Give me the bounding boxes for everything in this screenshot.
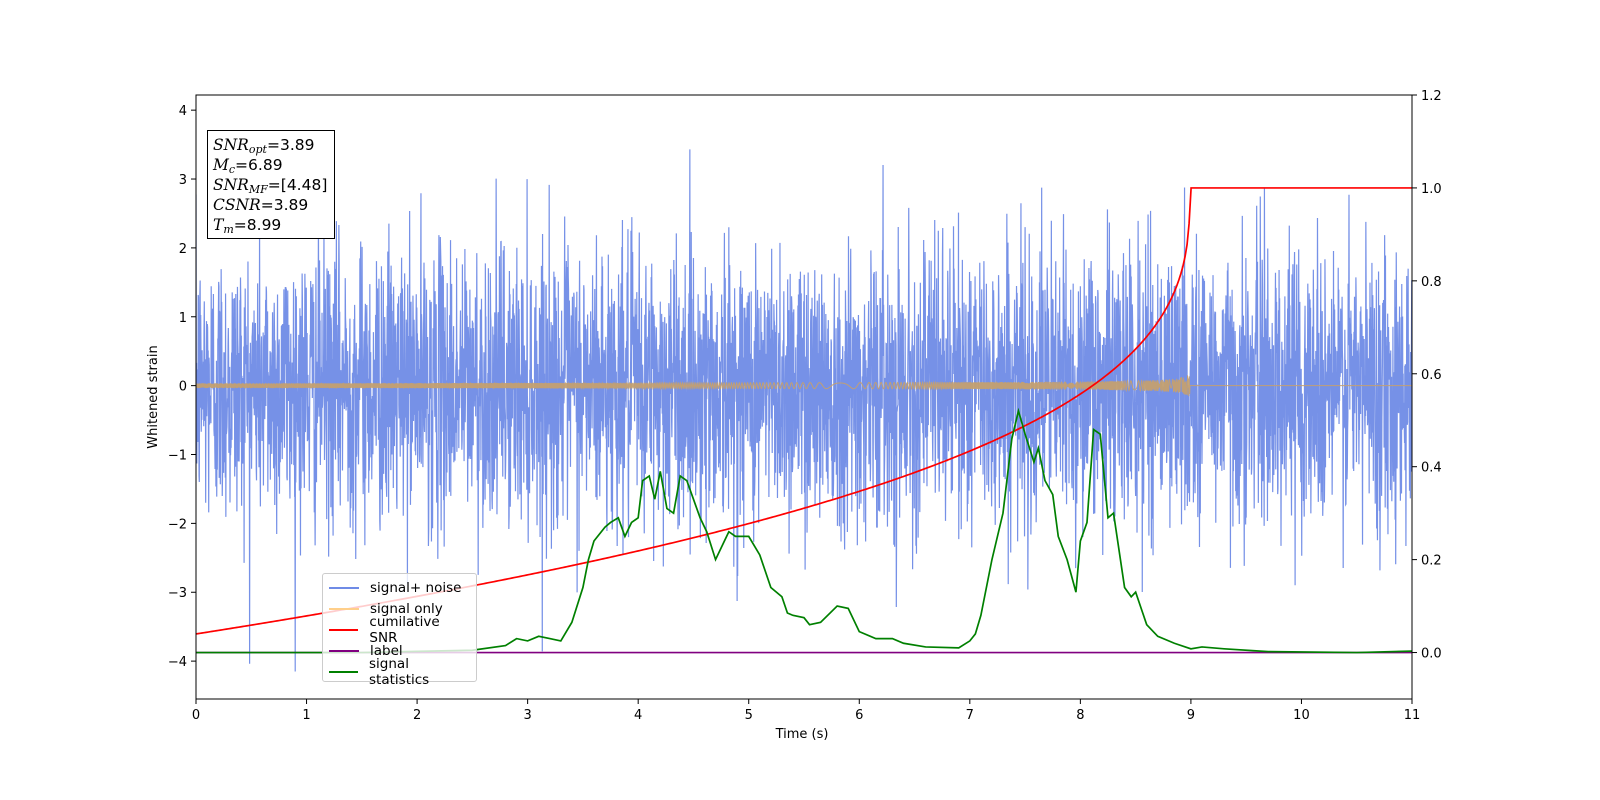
legend-swatch-signal-plus-noise xyxy=(329,586,359,589)
stat-tm-value: 8.99 xyxy=(246,216,282,234)
legend-item-cumulative-snr: cumilative SNR xyxy=(329,614,470,646)
legend-item-signal-statistics: signal statistics xyxy=(329,656,470,688)
x-tick-label: 0 xyxy=(192,708,200,723)
stat-csnr-value: 3.89 xyxy=(273,196,309,214)
right-y-tick-label: 0.6 xyxy=(1421,368,1442,383)
legend-item-signal-plus-noise: signal+ noise xyxy=(329,577,470,598)
legend-label-label: label xyxy=(370,642,403,659)
series-signal-only-line xyxy=(196,375,1412,397)
stat-snr-opt: SNRopt=3.89 xyxy=(213,136,315,156)
stats-annotation-box: SNRopt=3.89 Mc=6.89 SNRMF=[4.48] CSNR=3.… xyxy=(207,130,335,239)
x-tick-label: 7 xyxy=(966,708,974,723)
left-y-tick-label: −4 xyxy=(168,655,187,670)
right-y-tick-label: 1.2 xyxy=(1421,89,1442,104)
x-axis-label: Time (s) xyxy=(775,727,829,742)
left-y-tick-label: 0 xyxy=(179,380,187,395)
plot-frame xyxy=(195,94,1413,700)
legend-label-cumulative-snr: cumilative SNR xyxy=(369,613,440,646)
left-y-tick-label: 1 xyxy=(179,311,187,326)
series-signal-statistics-line xyxy=(196,407,1412,654)
stat-mc: Mc=6.89 xyxy=(213,156,283,176)
left-y-tick-label: −3 xyxy=(168,586,187,601)
x-tick-label: 4 xyxy=(634,708,642,723)
legend-swatch-signal-statistics xyxy=(329,670,359,673)
legend-swatch-signal-only xyxy=(329,607,359,610)
legend: signal+ noise signal only cumilative SNR… xyxy=(322,573,477,688)
x-tick-label: 11 xyxy=(1404,708,1421,723)
left-y-tick-label: −2 xyxy=(168,517,187,532)
right-y-tick-label: 0.8 xyxy=(1421,275,1442,290)
x-tick-label: 8 xyxy=(1076,708,1084,723)
stat-tm: Tm=8.99 xyxy=(213,216,282,236)
stat-snr-mf-value: [4.48] xyxy=(280,176,328,194)
legend-item-signal-only: signal only xyxy=(329,598,470,619)
right-y-tick-label: 0.2 xyxy=(1421,554,1442,569)
x-tick-label: 3 xyxy=(523,708,531,723)
y-axis-label: Whitened strain xyxy=(146,345,161,448)
left-y-tick-label: −1 xyxy=(168,449,187,464)
legend-label-signal-statistics: signal statistics xyxy=(369,655,430,688)
legend-label-signal-plus-noise: signal+ noise xyxy=(370,579,462,596)
stat-snr-opt-value: 3.89 xyxy=(279,136,315,154)
x-tick-label: 9 xyxy=(1187,708,1195,723)
legend-swatch-cumulative-snr xyxy=(329,628,359,631)
left-y-tick-label: 2 xyxy=(179,242,187,257)
left-y-tick-label: 3 xyxy=(179,173,187,188)
right-y-tick-label: 0.0 xyxy=(1421,647,1442,662)
x-tick-label: 6 xyxy=(855,708,863,723)
x-tick-label: 2 xyxy=(413,708,421,723)
legend-item-label: label xyxy=(329,640,470,661)
x-tick-label: 5 xyxy=(745,708,753,723)
right-y-axis-ticks: 0.0 0.2 0.4 0.6 0.8 1.0 1.2 xyxy=(1412,89,1442,662)
x-tick-label: 10 xyxy=(1293,708,1310,723)
left-y-tick-label: 4 xyxy=(179,104,187,119)
right-y-tick-label: 0.4 xyxy=(1421,461,1442,476)
x-axis-ticks: 0 1 2 3 4 5 6 7 8 9 10 11 xyxy=(192,699,1420,723)
right-y-tick-label: 1.0 xyxy=(1421,182,1442,197)
legend-swatch-label xyxy=(329,649,359,652)
x-tick-label: 1 xyxy=(302,708,310,723)
stat-mc-value: 6.89 xyxy=(248,156,283,174)
stat-csnr: CSNR=3.89 xyxy=(213,196,309,214)
legend-label-signal-only: signal only xyxy=(370,600,443,617)
left-y-axis-ticks: −4 −3 −2 −1 0 1 2 3 4 xyxy=(168,104,196,670)
stat-snr-mf: SNRMF=[4.48] xyxy=(213,176,328,196)
